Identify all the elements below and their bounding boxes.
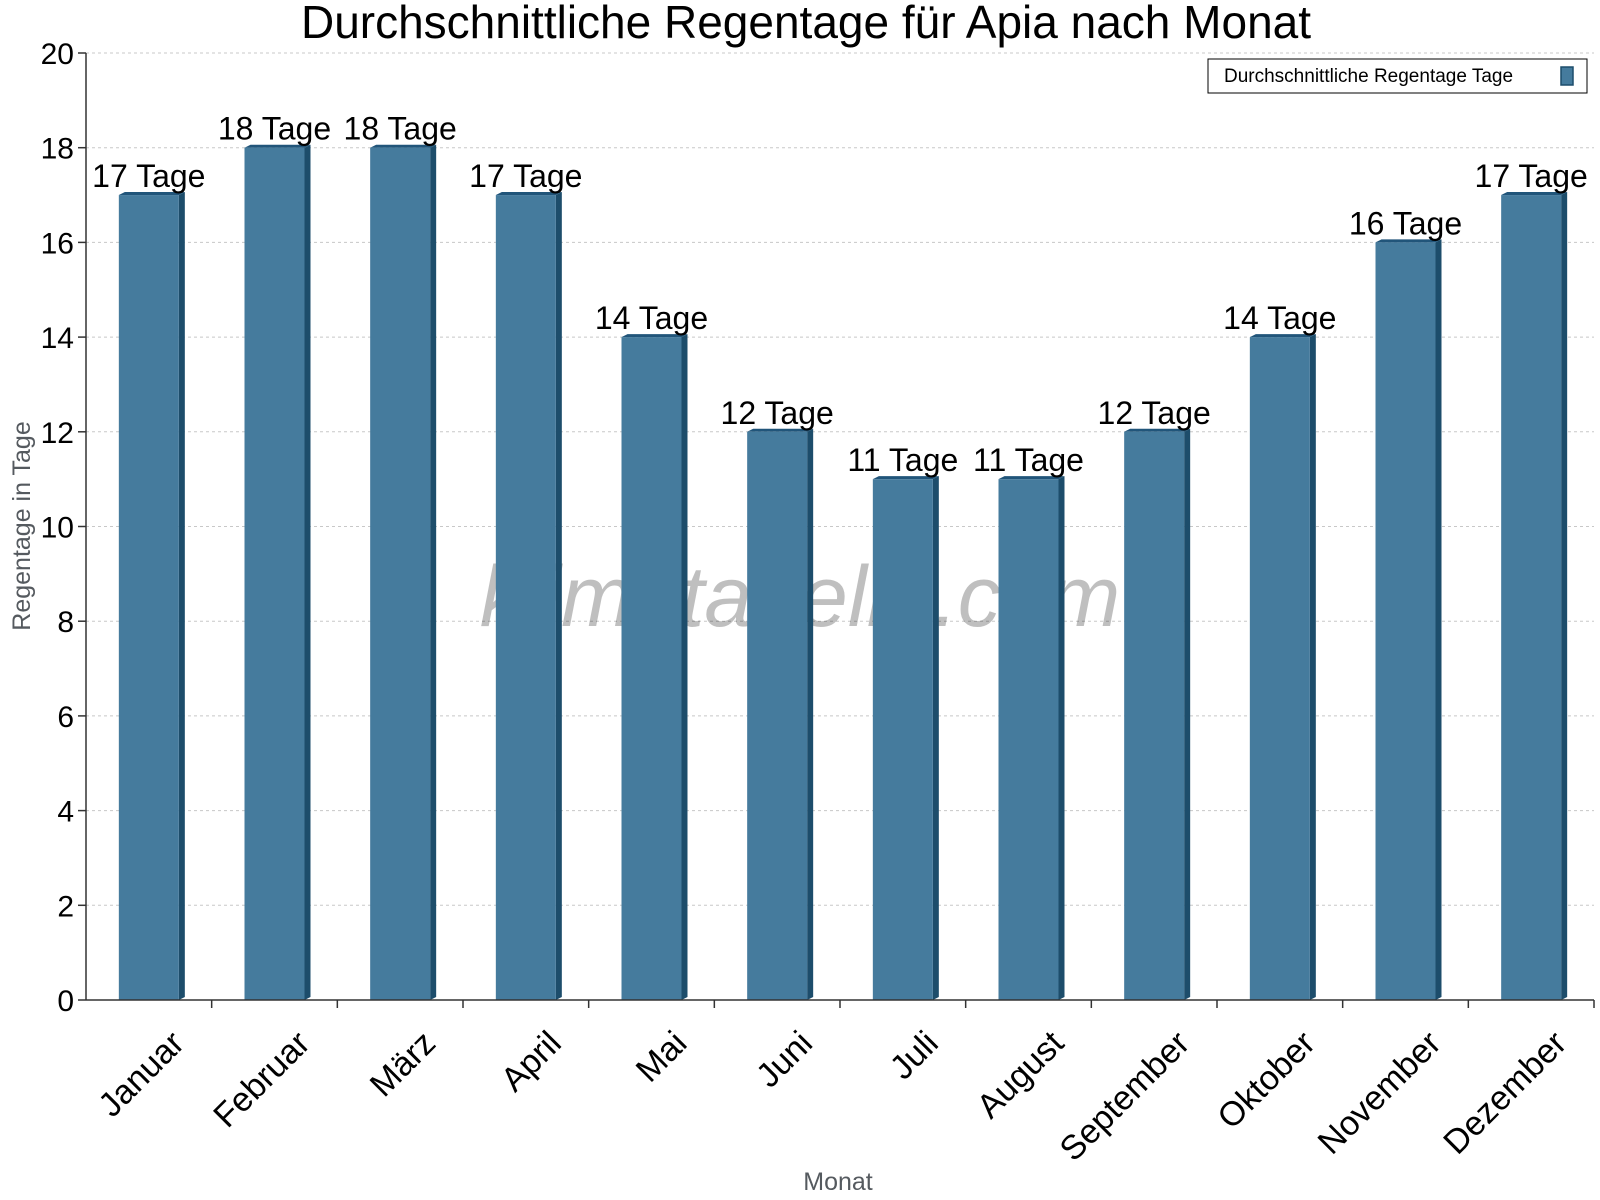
bar-side [555,192,562,1001]
bar-side [1435,239,1442,1000]
bar [244,144,311,1000]
data-label: 18 Tage [218,111,331,147]
bar [998,476,1065,1000]
data-label: 17 Tage [92,158,205,194]
data-label: 18 Tage [344,111,457,147]
bar [118,192,185,1001]
bar-front [621,337,682,1001]
bar-side [807,428,814,1000]
y-tick-label: 8 [57,606,74,639]
bar [1375,239,1442,1000]
bar [872,476,939,1000]
y-tick-label: 12 [41,417,74,450]
legend: Durchschnittliche Regentage Tage [1207,58,1588,94]
data-label: 12 Tage [1098,395,1211,431]
bar-side [681,334,688,1001]
bar-side [304,144,311,1000]
y-tick-label: 2 [57,890,74,923]
bar-side [1561,192,1568,1001]
bar-top [118,192,185,196]
x-tick-label: Juni [749,1024,820,1095]
y-tick-label: 18 [41,133,74,166]
y-tick-label: 20 [41,38,74,71]
bar-front [244,147,305,1000]
bar-top [747,428,814,432]
x-tick-label: Oktober [1210,1024,1322,1136]
bar-top [872,476,939,480]
bar [1249,334,1316,1001]
x-tick-label: Februar [206,1024,317,1135]
bar-front [1124,431,1185,1000]
x-tick-label: August [970,1024,1072,1126]
bar-side [1184,428,1191,1000]
bar-top [1124,428,1191,432]
bar-front [747,431,808,1000]
legend-label: Durchschnittliche Regentage Tage [1224,66,1513,87]
bar-side [1058,476,1065,1000]
bar-front [872,479,933,1000]
bar-front [118,195,179,1001]
bar-top [1249,334,1316,338]
data-label: 11 Tage [973,442,1084,478]
bar-side [1309,334,1316,1001]
bar-top [621,334,688,338]
grid-lines [86,52,1594,906]
y-tick-label: 6 [57,701,74,734]
data-label: 12 Tage [721,395,834,431]
bar [495,192,562,1001]
y-tick-labels: 0 2 4 6 8 10 12 14 16 18 20 [41,38,74,1018]
x-tick-label: April [494,1024,569,1099]
bar [1501,192,1568,1001]
data-label: 14 Tage [595,300,708,336]
bar [747,428,814,1000]
y-tick-label: 4 [57,796,74,829]
bar-front [370,147,431,1000]
x-tick-labels: Januar Februar März April Mai Juni Juli AugustS… [91,1024,1574,1169]
legend-box [1207,58,1588,94]
bar [621,334,688,1001]
bar-top [244,144,311,148]
bar-top [495,192,562,196]
data-label: 17 Tage [1475,158,1588,194]
bar-side [932,476,939,1000]
bar-top [1501,192,1568,196]
y-tick-label: 0 [57,985,74,1018]
bar-front [495,195,556,1001]
x-tick-label: Juli [883,1024,946,1087]
x-tick-label: Mai [629,1024,695,1090]
data-label: 14 Tage [1223,300,1336,336]
axes [78,52,1595,1008]
data-label: 11 Tage [847,442,958,478]
y-axis-title: Regentage in Tage [8,421,36,630]
bar-front [1375,242,1436,1000]
bar [370,144,437,1000]
bar-side [178,192,185,1001]
bar [1124,428,1191,1000]
y-tick-label: 16 [41,227,74,260]
bar-top [370,144,437,148]
data-label: 16 Tage [1349,205,1462,241]
bar-side [430,144,437,1000]
x-tick-label: März [363,1024,443,1104]
bar-front [998,479,1059,1000]
x-tick-label: Januar [91,1024,191,1124]
y-tick-label: 14 [41,322,74,355]
bar-top [1375,239,1442,243]
data-labels: 17 Tage 18 Tage 18 Tage 17 Tage 14 Tage 12 Ta… [92,111,1588,478]
bar-front [1249,337,1310,1001]
bar-front [1501,195,1562,1001]
legend-swatch [1560,66,1574,86]
bar-top [998,476,1065,480]
data-label: 17 Tage [469,158,582,194]
x-tick-label: November [1311,1024,1449,1162]
chart-title: Durchschnittliche Regentage für Apia nac… [301,0,1311,48]
y-tick-label: 10 [41,512,74,545]
bars-group [118,144,1568,1001]
x-tick-label: September [1053,1024,1197,1168]
x-tick-label: Dezember [1436,1024,1574,1162]
x-axis-title: Monat [803,1168,873,1196]
